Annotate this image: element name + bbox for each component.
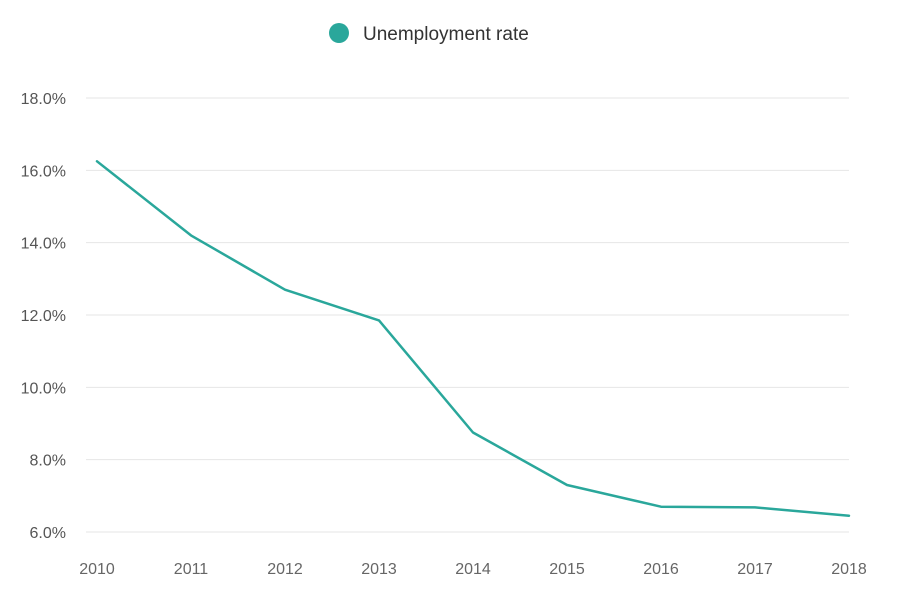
- y-axis: 6.0% 8.0% 10.0% 12.0% 14.0% 16.0% 18.0%: [21, 91, 66, 542]
- x-axis: 2010 2011 2012 2013 2014 2015 2016 2017 2018: [79, 561, 867, 578]
- x-tick-label: 2015: [549, 561, 585, 578]
- data-point[interactable]: [561, 479, 573, 491]
- y-tick-label: 10.0%: [21, 380, 66, 397]
- data-point[interactable]: [185, 229, 197, 241]
- data-point[interactable]: [467, 427, 479, 439]
- legend[interactable]: Unemployment rate: [329, 23, 529, 45]
- data-point[interactable]: [279, 284, 291, 296]
- y-tick-label: 14.0%: [21, 236, 66, 253]
- data-point[interactable]: [749, 501, 761, 513]
- x-tick-label: 2017: [737, 561, 773, 578]
- x-tick-label: 2012: [267, 561, 303, 578]
- x-tick-label: 2018: [831, 561, 867, 578]
- legend-marker-icon: [329, 23, 349, 43]
- x-tick-label: 2016: [643, 561, 679, 578]
- x-tick-label: 2010: [79, 561, 115, 578]
- y-tick-label: 8.0%: [30, 453, 66, 470]
- x-tick-label: 2014: [455, 561, 491, 578]
- series-line[interactable]: [95, 160, 851, 517]
- x-tick-label: 2011: [174, 561, 209, 578]
- y-tick-label: 12.0%: [21, 308, 66, 325]
- y-tick-label: 16.0%: [21, 163, 66, 180]
- gridlines: [86, 97, 849, 533]
- x-tick-label: 2013: [361, 561, 397, 578]
- legend-label: Unemployment rate: [363, 24, 529, 45]
- y-tick-label: 6.0%: [30, 525, 66, 542]
- y-tick-label: 18.0%: [21, 91, 66, 108]
- data-point[interactable]: [655, 501, 667, 513]
- series-layer: [91, 155, 855, 522]
- data-point[interactable]: [843, 510, 855, 522]
- data-point[interactable]: [91, 155, 103, 167]
- data-point[interactable]: [373, 314, 385, 326]
